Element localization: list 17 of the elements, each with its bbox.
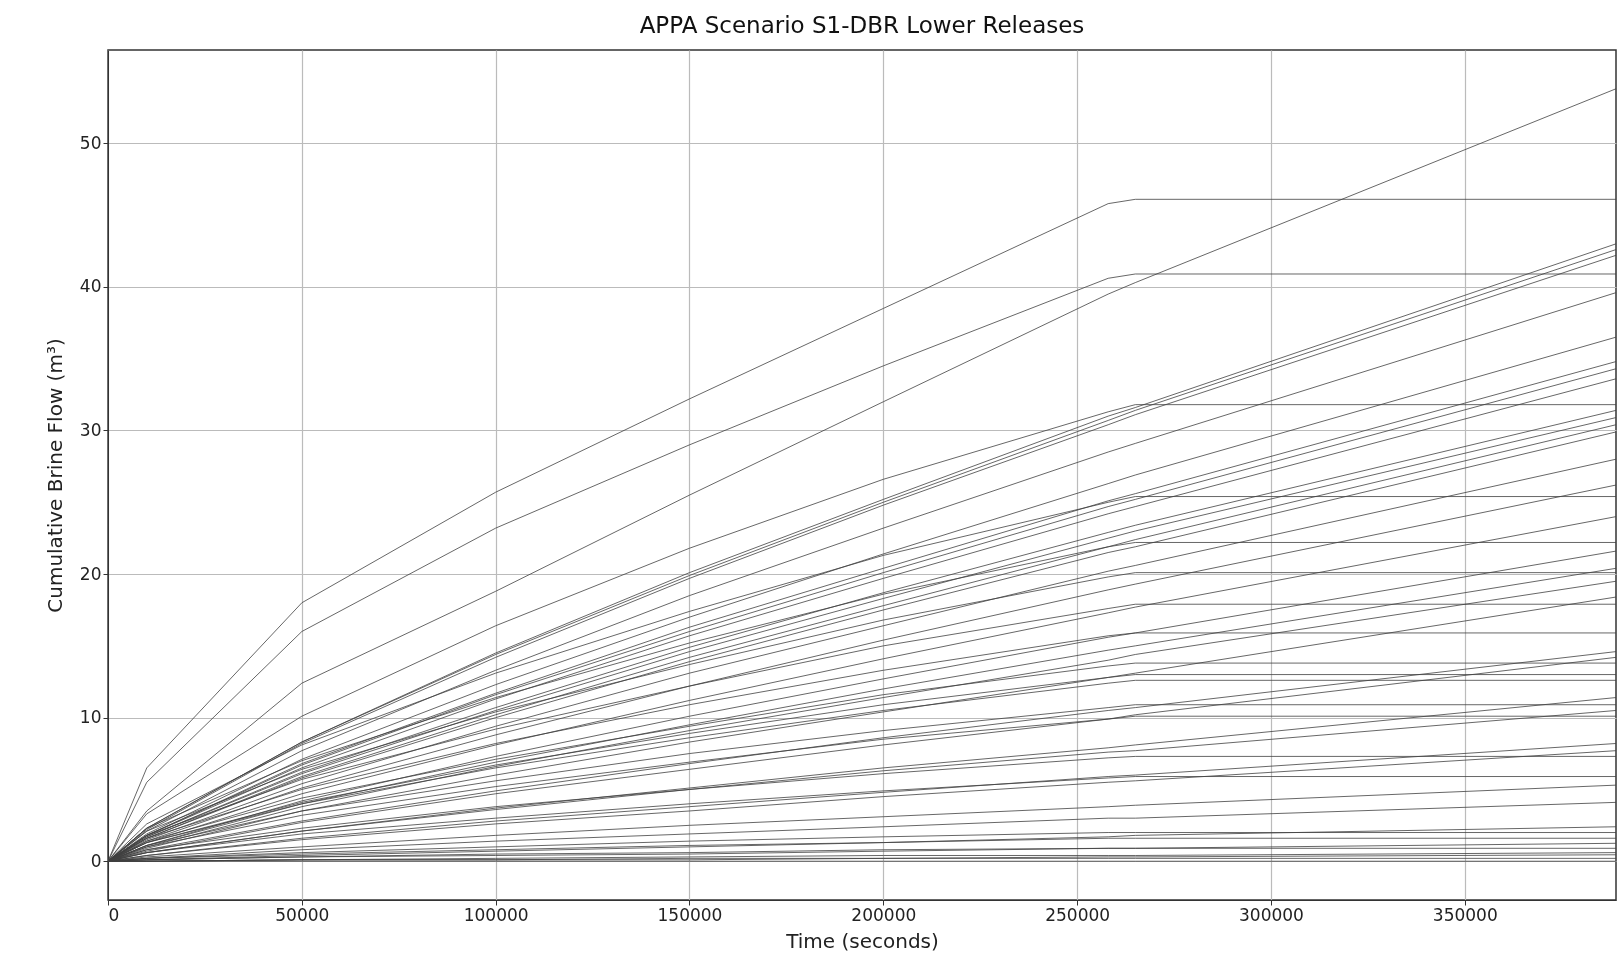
x-tick-label: 0 <box>108 904 120 925</box>
chart-title: APPA Scenario S1-DBR Lower Releases <box>639 12 1085 38</box>
x-tick-label: 100000 <box>463 904 529 925</box>
y-tick-label: 40 <box>79 276 102 297</box>
x-tick-label: 350000 <box>1432 904 1498 925</box>
x-tick-label: 50000 <box>275 904 330 925</box>
y-tick-label: 10 <box>79 707 102 728</box>
y-axis-title: Cumulative Brine Flow (m³) <box>42 338 67 613</box>
y-tick-label: 30 <box>79 419 102 440</box>
y-tick-label: 20 <box>79 563 102 584</box>
x-tick-label: 300000 <box>1239 904 1304 925</box>
y-tick-label: 50 <box>79 132 102 153</box>
y-tick-label: 0 <box>90 850 102 871</box>
x-tick-label: 250000 <box>1045 904 1111 925</box>
x-tick-label: 200000 <box>851 904 917 925</box>
x-tick-label: 150000 <box>657 904 723 925</box>
x-axis-title: Time (seconds) <box>785 928 939 953</box>
